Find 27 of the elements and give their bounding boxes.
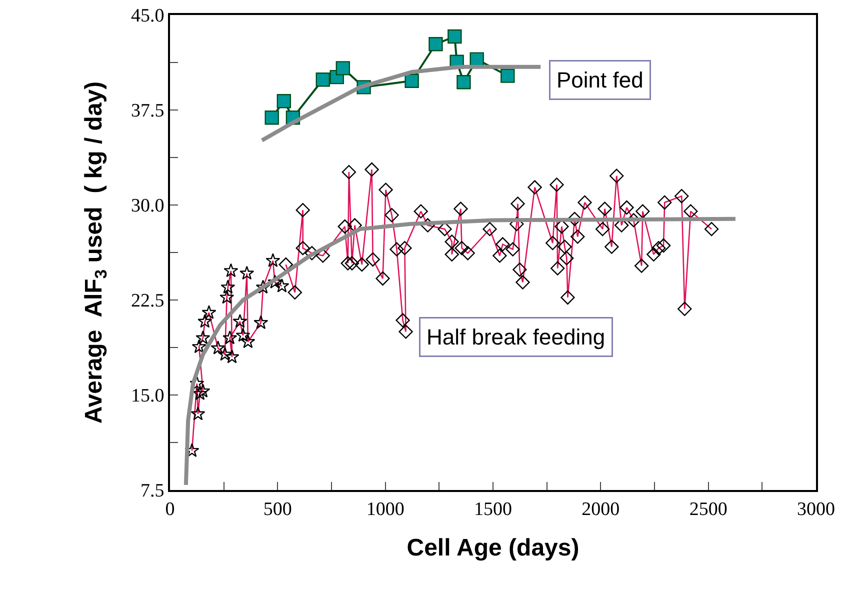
point: [264, 110, 279, 125]
series-label: Point fed: [556, 68, 644, 92]
x-tick-label: 1000: [366, 498, 404, 520]
x-tick-label: 2000: [582, 498, 620, 520]
point: [404, 74, 419, 88]
line-series: [184, 216, 738, 487]
point: [336, 61, 350, 76]
series-label: Half break feeding: [426, 324, 606, 350]
x-axis-title: Cell Age (days): [406, 534, 580, 562]
point: [456, 75, 471, 90]
y-tick-label: 37.5: [130, 100, 164, 122]
x-tick-label: 3000: [797, 498, 835, 520]
point: [276, 94, 292, 108]
point: [448, 29, 462, 44]
x-tick-label: 1500: [474, 498, 512, 520]
point: [470, 52, 484, 66]
x-tick-label: 0: [165, 498, 175, 520]
y-tick-label: 30.0: [130, 196, 164, 217]
point: [500, 68, 515, 83]
x-tick-label: 500: [263, 498, 292, 520]
point: [316, 72, 330, 87]
point: [428, 37, 443, 52]
y-tick-label: 45.0: [130, 6, 164, 27]
y-tick-label: 7.5: [140, 480, 164, 502]
y-tick-label: 22.5: [130, 290, 164, 312]
x-tick-label: 2500: [689, 498, 728, 520]
y-tick-label: 15.0: [130, 386, 164, 407]
